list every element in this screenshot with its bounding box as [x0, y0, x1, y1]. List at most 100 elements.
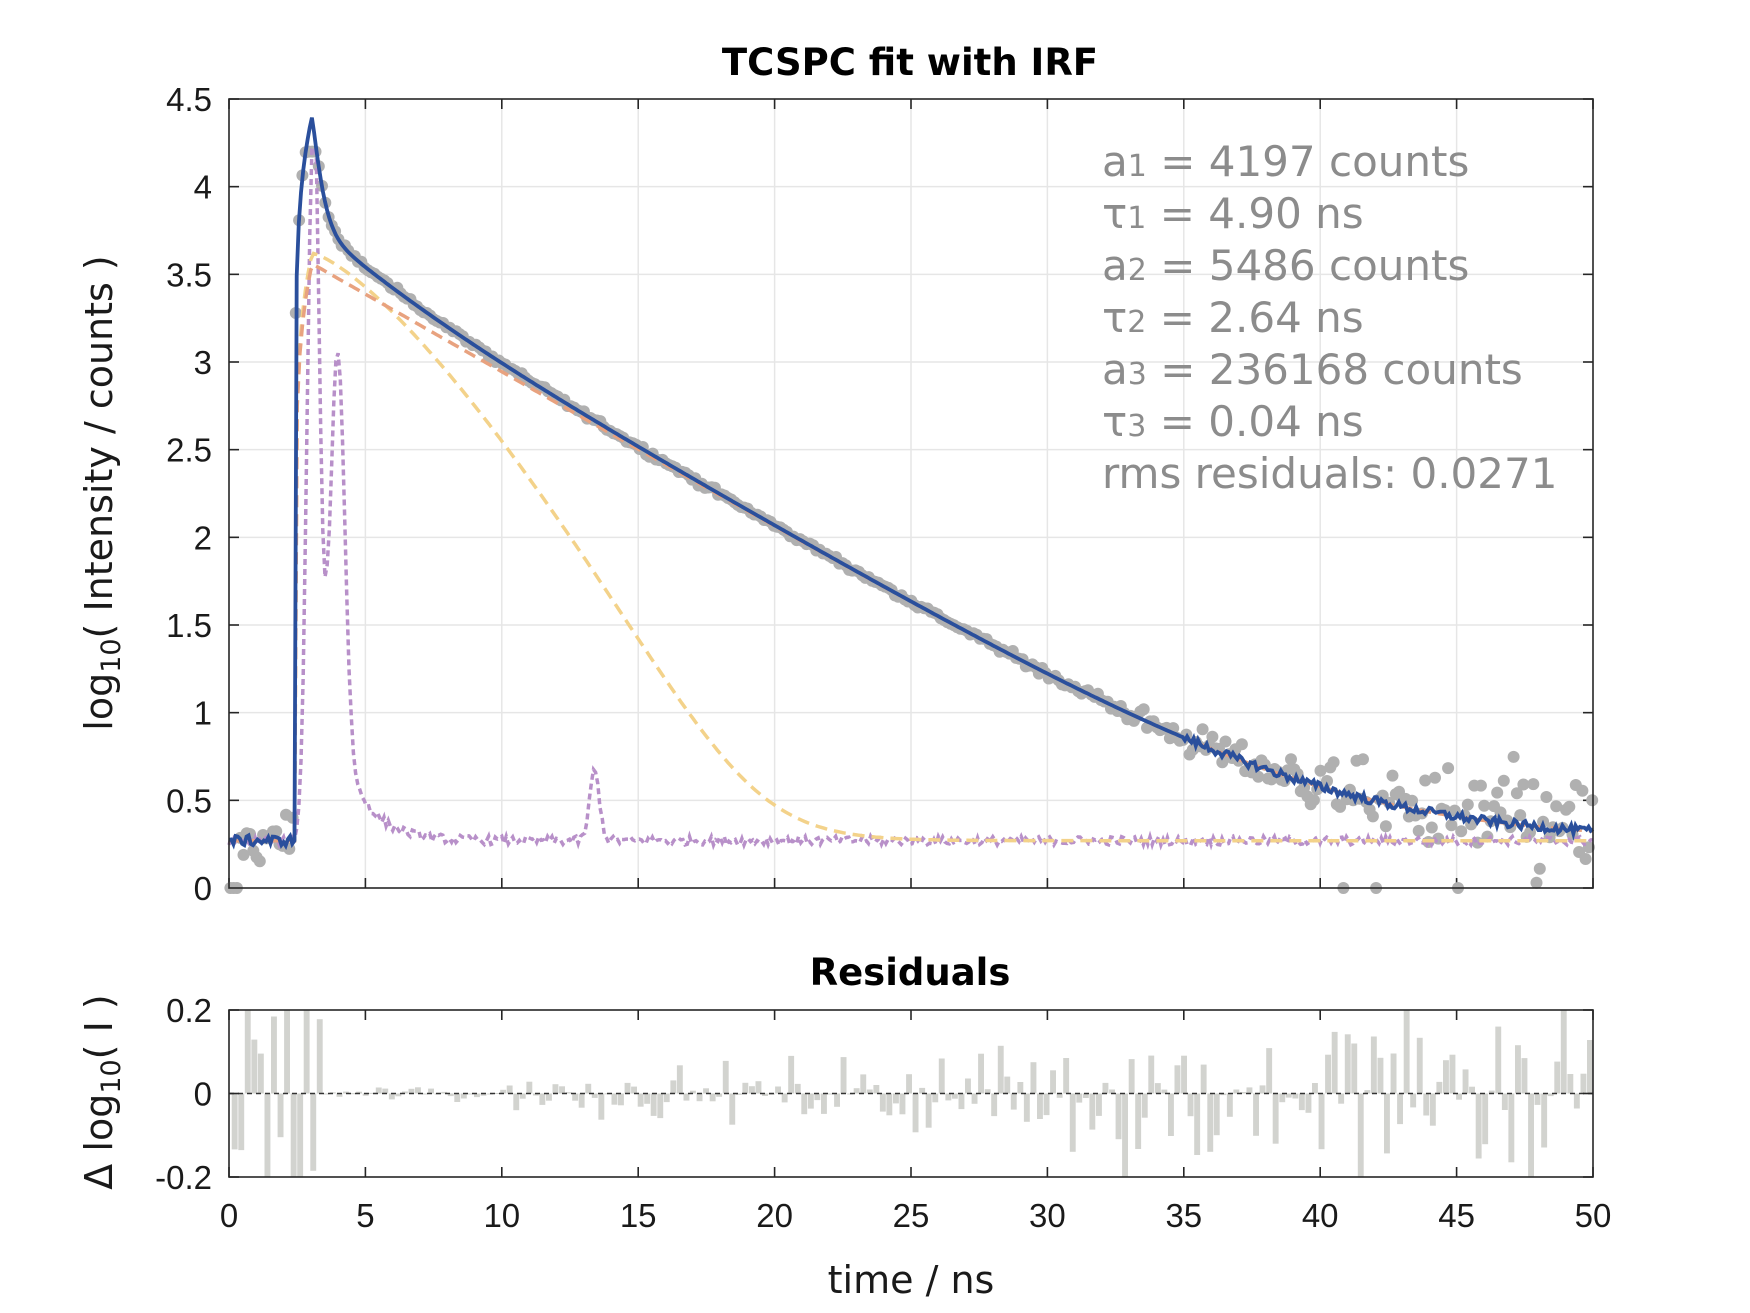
residual-bar	[906, 1074, 912, 1094]
residual-bar	[1534, 1093, 1541, 1105]
annotation-line: τ3 = 0.04 ns	[1102, 397, 1364, 446]
residual-bar	[231, 1093, 238, 1150]
residual-bar	[1004, 1076, 1011, 1094]
data-point	[1517, 778, 1530, 791]
residual-bar	[598, 1093, 605, 1120]
residual-bar	[559, 1086, 565, 1094]
residual-bar	[1168, 1093, 1174, 1136]
residual-bar	[657, 1093, 664, 1119]
residual-bar	[951, 1093, 958, 1099]
residual-bar	[1161, 1089, 1168, 1094]
annotation-line: a3 = 236168 counts	[1102, 345, 1523, 394]
residual-bar	[624, 1082, 631, 1094]
data-point	[1425, 821, 1438, 834]
residual-bar	[631, 1086, 637, 1094]
residual-bar	[893, 1093, 899, 1104]
data-point	[1455, 825, 1468, 838]
residual-bar	[1495, 1026, 1502, 1094]
residual-bar	[781, 1093, 788, 1103]
residual-bar	[244, 1010, 251, 1094]
residual-bar	[1207, 1093, 1214, 1152]
data-point	[1491, 786, 1504, 799]
residual-bar	[1364, 1090, 1371, 1094]
residual-bar	[899, 1093, 906, 1115]
data-point	[1576, 784, 1589, 797]
annotation-line: a1 = 4197 counts	[1102, 137, 1469, 186]
data-point	[1219, 735, 1232, 748]
residual-bar	[1580, 1073, 1587, 1094]
residual-bar	[349, 1093, 356, 1095]
residual-bar	[578, 1093, 585, 1108]
residual-bar	[1298, 1093, 1305, 1111]
data-point	[1514, 809, 1527, 822]
residual-bar	[362, 1093, 369, 1096]
residual-bar	[1416, 1037, 1423, 1094]
residual-bar	[1547, 1093, 1554, 1097]
residual-bar	[1187, 1093, 1194, 1117]
residual-bar	[984, 1089, 991, 1094]
x-tick-label: 45	[1438, 1197, 1475, 1234]
main-y-tick-label: 4	[194, 169, 212, 206]
main-series	[224, 117, 1599, 894]
residual-bar	[284, 1010, 290, 1094]
data-point	[270, 825, 283, 838]
residual-bar	[1174, 1065, 1181, 1094]
data-point	[1461, 798, 1474, 811]
residual-bar	[264, 1093, 271, 1177]
fit-line	[228, 117, 1595, 851]
residual-bar	[1515, 1045, 1521, 1094]
data-point	[1206, 730, 1219, 743]
residual-bar	[454, 1093, 461, 1102]
residual-bar	[1443, 1060, 1449, 1094]
residual-bar	[585, 1083, 592, 1094]
residual-bar	[1429, 1093, 1436, 1126]
residual-bar	[356, 1091, 362, 1094]
data-point	[237, 848, 250, 861]
data-point	[1533, 862, 1546, 875]
residual-bar	[1587, 1040, 1593, 1094]
residual-bar	[1567, 1074, 1574, 1094]
residual-bar	[1573, 1093, 1580, 1109]
residual-bar	[644, 1093, 651, 1104]
residual-bar	[1351, 1043, 1358, 1094]
residual-bar	[1521, 1058, 1528, 1094]
data-point	[1366, 810, 1379, 823]
residual-bar	[663, 1093, 670, 1103]
data-point	[1406, 794, 1419, 807]
data-point	[1137, 703, 1150, 716]
residual-bar	[1122, 1093, 1128, 1177]
residual-bar	[1141, 1093, 1148, 1118]
residual-bar	[821, 1093, 827, 1114]
residual-bar	[1010, 1093, 1017, 1110]
residual-bar	[290, 1093, 297, 1177]
residual-bar	[1213, 1093, 1220, 1136]
residual-bar	[480, 1093, 487, 1096]
residual-bar	[958, 1093, 965, 1110]
residual-bar	[1017, 1082, 1024, 1094]
main-y-tick-label: 4.5	[166, 81, 212, 118]
residual-bar	[474, 1093, 480, 1098]
residual-bar	[873, 1085, 880, 1094]
residual-bar	[421, 1093, 428, 1095]
residual-bar	[1096, 1093, 1102, 1116]
residual-bar	[1501, 1093, 1508, 1110]
component-2-line	[229, 251, 1593, 843]
data-point	[1314, 764, 1327, 777]
main-y-axis-label: log10( Intensity / counts )	[77, 255, 127, 730]
residual-bar	[251, 1039, 258, 1094]
residual-bar	[539, 1093, 546, 1105]
residual-bar	[716, 1093, 723, 1097]
res-y-tick-label: 0.2	[166, 992, 212, 1029]
residual-bar	[1410, 1093, 1417, 1108]
residual-bar	[834, 1093, 840, 1107]
residual-bar	[1403, 1010, 1410, 1094]
data-point	[1497, 774, 1510, 787]
residual-bar	[238, 1093, 245, 1151]
residual-bar	[1154, 1083, 1161, 1094]
main-axes-frame	[228, 98, 1594, 889]
main-y-tick-label: 1	[194, 695, 212, 732]
data-point	[1235, 738, 1248, 751]
x-tick-label: 40	[1302, 1197, 1339, 1234]
residual-bar	[742, 1082, 749, 1094]
residual-bar	[382, 1088, 389, 1094]
